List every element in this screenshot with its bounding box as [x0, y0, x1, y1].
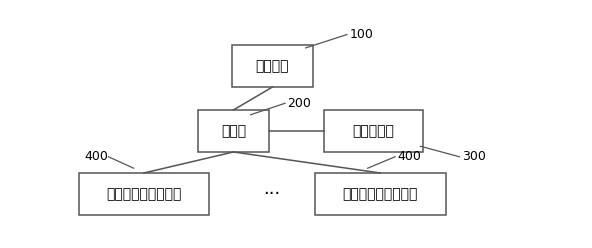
Bar	[232, 45, 313, 87]
Text: 100: 100	[349, 28, 373, 41]
Text: ···: ···	[263, 185, 281, 203]
Text: 工业电脑: 工业电脑	[256, 59, 289, 73]
Bar	[79, 173, 210, 215]
Bar	[315, 173, 446, 215]
Text: 分布式输入输出单元: 分布式输入输出单元	[107, 187, 182, 201]
Bar	[324, 110, 423, 152]
Text: 中央控制器: 中央控制器	[352, 124, 394, 138]
Text: 400: 400	[397, 150, 422, 163]
Bar	[198, 110, 269, 152]
Text: 分布式输入输出单元: 分布式输入输出单元	[343, 187, 418, 201]
Text: 200: 200	[287, 97, 311, 110]
Text: 交换机: 交换机	[221, 124, 246, 138]
Text: 300: 300	[462, 150, 485, 163]
Text: 400: 400	[84, 150, 108, 163]
